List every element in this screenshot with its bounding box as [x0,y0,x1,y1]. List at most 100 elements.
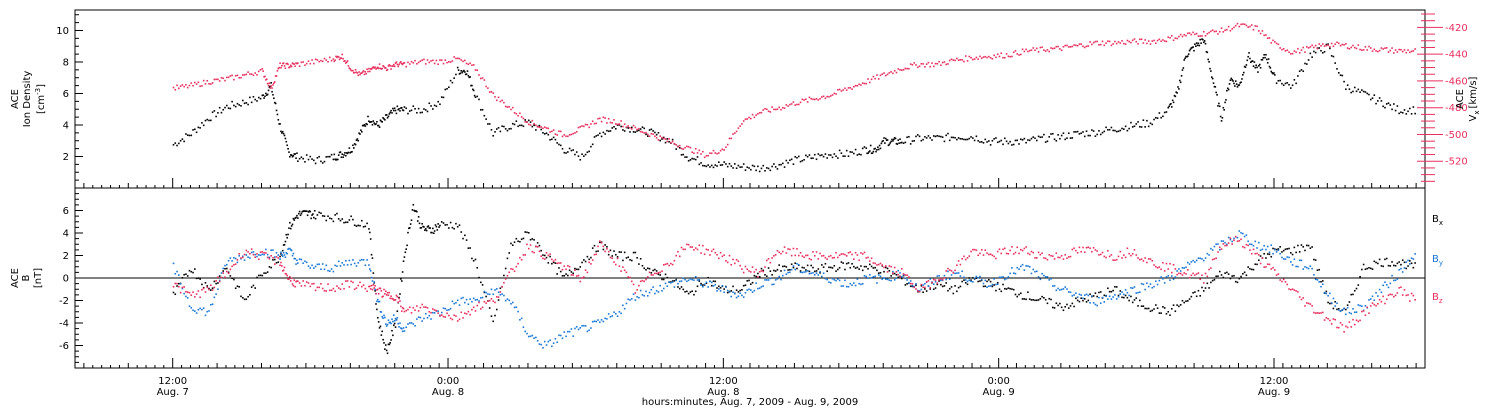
by-point [723,291,725,294]
by-point [1167,275,1170,277]
bx-point [422,225,424,228]
vx-point [383,65,385,68]
bz-point [215,280,217,282]
bx-point [876,269,878,272]
bx-point [874,266,876,269]
density-point [751,164,754,167]
by-point [813,274,816,276]
vx-point [767,110,770,113]
by-point [872,275,875,278]
density-point [1121,127,1123,130]
bz-point [359,281,361,284]
bx-point [464,234,466,237]
by-point [1197,257,1200,260]
bz-point [986,252,988,254]
density-point [211,111,214,114]
density-point [1194,43,1196,46]
bx-point [213,280,216,283]
by-point [796,262,798,265]
vx-point [854,84,857,87]
top-left-tick-label: 10 [56,26,69,37]
bx-point [1362,263,1365,266]
bz-point [606,247,608,250]
density-point [234,105,237,108]
by-point [407,323,409,325]
by-point [446,309,448,311]
bz-point [1353,323,1356,326]
density-point [874,147,876,150]
bz-point [1096,250,1098,252]
vx-point [764,107,766,110]
vx-point [365,72,368,75]
density-point [1191,46,1194,49]
bz-point [377,292,380,295]
bx-point [705,282,708,284]
density-point [278,123,280,125]
density-point [783,166,786,168]
density-point [1009,140,1011,143]
density-point [1258,65,1260,67]
vx-point [586,123,589,126]
vx-series [172,22,1416,159]
by-point [176,270,178,273]
bx-point [950,286,953,288]
bz-point [508,271,511,274]
bx-point [1234,280,1237,283]
bx-point [995,289,997,292]
vx-point [765,108,768,111]
bx-point [462,237,464,240]
bz-point [270,254,272,257]
vx-point [472,64,475,66]
by-point [593,320,596,323]
bz-point [1316,312,1319,314]
by-point [458,304,461,306]
vx-point [1369,47,1372,49]
vx-point [1343,43,1345,46]
by-point [1242,232,1244,235]
vx-point [1384,47,1386,49]
bz-point [371,288,374,291]
bz-point [975,249,978,252]
by-point [1091,295,1093,297]
vx-point [698,149,701,152]
density-point [684,156,686,158]
density-point [238,104,241,106]
bx-point [424,227,427,230]
bx-point [771,274,773,276]
bz-point [1195,273,1198,275]
vx-point [263,76,265,78]
bz-point [199,296,201,299]
density-point [341,153,344,155]
bx-point [439,224,441,227]
vx-point [1371,50,1374,52]
bz-point [1263,266,1265,268]
vx-point [774,108,777,111]
by-point [368,264,370,266]
vx-point [381,67,384,70]
bx-point [1110,290,1113,293]
bx-point [302,210,304,213]
vx-point [588,126,590,129]
bx-point [1055,302,1058,305]
bx-point [287,233,289,236]
bz-point [268,257,271,260]
bz-point [980,249,983,251]
density-point [726,165,729,168]
bz-point [552,260,555,263]
bz-point [616,257,619,260]
vx-point [188,84,191,87]
vx-point [920,62,923,65]
density-point [1041,136,1043,138]
by-point [1321,283,1324,285]
bz-point [1281,280,1283,283]
by-point [495,288,498,290]
density-point [1028,139,1031,142]
bz-point [318,286,320,289]
by-point [1078,293,1081,296]
bz-point [892,272,894,274]
vx-point [1007,55,1010,58]
density-point [826,157,828,159]
vx-point [1238,25,1241,28]
vx-point [712,149,715,152]
bz-point [204,291,207,293]
